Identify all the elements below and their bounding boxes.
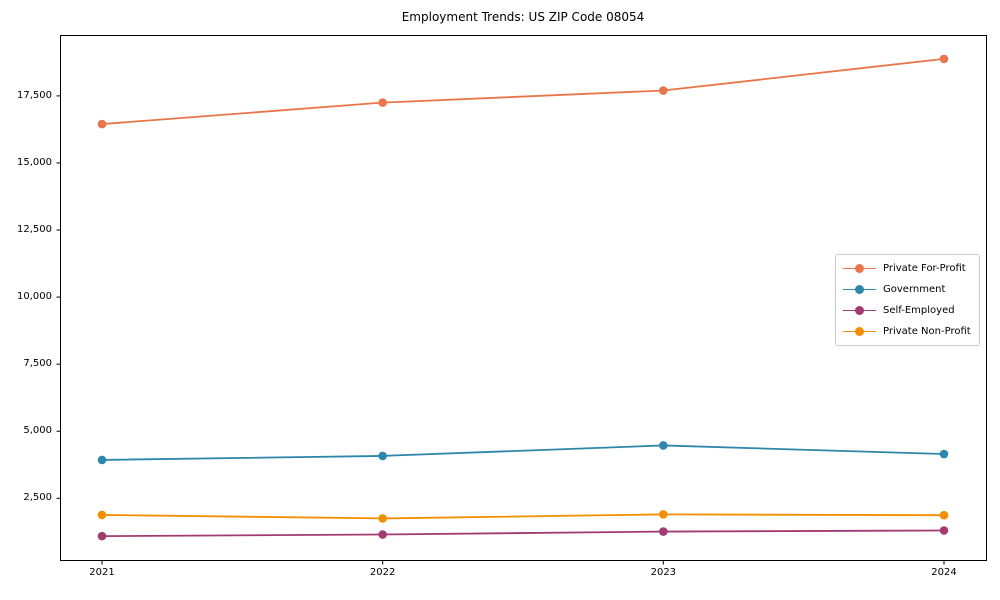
legend-item: Private For-Profit xyxy=(843,258,973,279)
data-point-marker xyxy=(939,510,949,520)
x-tick-label: 2024 xyxy=(931,567,957,578)
axes-box xyxy=(60,35,987,561)
legend-label: Private Non-Profit xyxy=(883,326,971,337)
x-tick-label: 2021 xyxy=(89,567,115,578)
y-tick-label: 15,000 xyxy=(17,156,52,168)
data-point-marker xyxy=(97,455,107,465)
chart-title: Employment Trends: US ZIP Code 08054 xyxy=(401,10,645,24)
data-point-marker xyxy=(939,54,949,64)
legend-label: Private For-Profit xyxy=(883,263,966,274)
y-tick-label: 17,500 xyxy=(17,89,52,101)
legend-item: Government xyxy=(843,279,973,300)
data-point-marker xyxy=(659,527,668,536)
legend-item: Self-Employed xyxy=(843,300,973,321)
line-series-private-non-profit xyxy=(101,513,945,520)
legend: Private For-Profit Government Self-Employe… xyxy=(835,254,980,346)
data-point-marker xyxy=(97,119,107,129)
data-point-marker xyxy=(939,449,949,459)
x-tick-label: 2022 xyxy=(369,567,396,578)
data-point-marker xyxy=(378,451,387,461)
legend-line-marker-icon xyxy=(843,285,876,294)
line-series-self-employed xyxy=(101,529,945,538)
legend-line-marker-icon xyxy=(843,264,876,273)
data-point-marker xyxy=(659,510,668,519)
data-point-marker xyxy=(659,441,668,450)
legend-line-marker-icon xyxy=(843,327,876,336)
data-point-marker xyxy=(939,526,949,535)
line-series-private-for-profit xyxy=(101,57,945,125)
y-tick-label: 2,500 xyxy=(23,492,52,504)
y-tick-label: 12,500 xyxy=(17,224,52,236)
data-point-marker xyxy=(659,86,668,95)
y-tick-label: 10,000 xyxy=(17,291,52,303)
data-point-marker xyxy=(378,530,387,539)
legend-label: Self-Employed xyxy=(883,305,955,316)
x-tick-label: 2023 xyxy=(650,567,677,578)
data-point-marker xyxy=(378,98,387,107)
legend-line-marker-icon xyxy=(843,306,876,315)
data-point-marker xyxy=(97,510,107,520)
data-point-marker xyxy=(97,531,107,541)
line-series-government xyxy=(101,444,945,461)
legend-label: Government xyxy=(883,284,946,295)
data-point-marker xyxy=(378,514,387,523)
y-tick-label: 7,500 xyxy=(23,358,52,370)
legend-item: Private Non-Profit xyxy=(843,321,973,342)
y-tick-label: 5,000 xyxy=(23,425,52,437)
